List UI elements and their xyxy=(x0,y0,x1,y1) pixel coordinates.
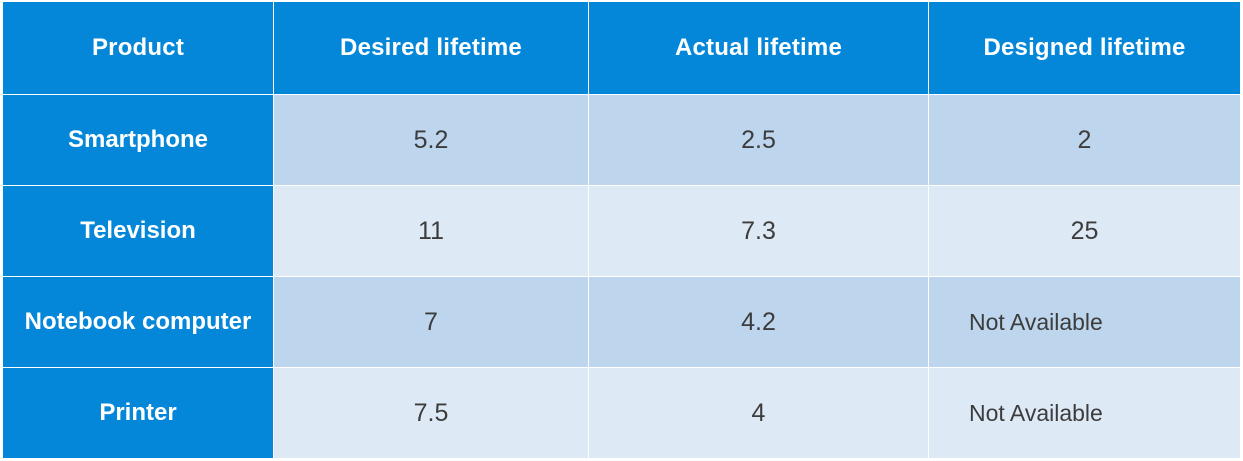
cell-designed-lifetime: 2 xyxy=(928,94,1241,186)
cell-desired-lifetime: 11 xyxy=(273,185,589,277)
cell-designed-lifetime: Not Available xyxy=(928,276,1241,368)
table-row: Television 11 7.3 25 xyxy=(2,185,1241,277)
column-header-product: Product xyxy=(2,1,274,95)
cell-actual-lifetime: 4.2 xyxy=(588,276,929,368)
cell-desired-lifetime: 5.2 xyxy=(273,94,589,186)
column-header-actual-lifetime: Actual lifetime xyxy=(588,1,929,95)
table-body: Smartphone 5.2 2.5 2 Television 11 7.3 2… xyxy=(2,94,1241,459)
cell-actual-lifetime: 7.3 xyxy=(588,185,929,277)
table-row: Printer 7.5 4 Not Available xyxy=(2,367,1241,459)
table-header: Product Desired lifetime Actual lifetime… xyxy=(2,1,1241,95)
cell-designed-lifetime: Not Available xyxy=(928,367,1241,459)
header-row: Product Desired lifetime Actual lifetime… xyxy=(2,1,1241,95)
cell-designed-lifetime: 25 xyxy=(928,185,1241,277)
table-row: Smartphone 5.2 2.5 2 xyxy=(2,94,1241,186)
cell-actual-lifetime: 2.5 xyxy=(588,94,929,186)
row-header-product: Notebook computer xyxy=(2,276,274,368)
cell-desired-lifetime: 7 xyxy=(273,276,589,368)
row-header-product: Smartphone xyxy=(2,94,274,186)
cell-desired-lifetime: 7.5 xyxy=(273,367,589,459)
table-row: Notebook computer 7 4.2 Not Available xyxy=(2,276,1241,368)
column-header-desired-lifetime: Desired lifetime xyxy=(273,1,589,95)
cell-actual-lifetime: 4 xyxy=(588,367,929,459)
row-header-product: Television xyxy=(2,185,274,277)
column-header-designed-lifetime: Designed lifetime xyxy=(928,1,1241,95)
row-header-product: Printer xyxy=(2,367,274,459)
